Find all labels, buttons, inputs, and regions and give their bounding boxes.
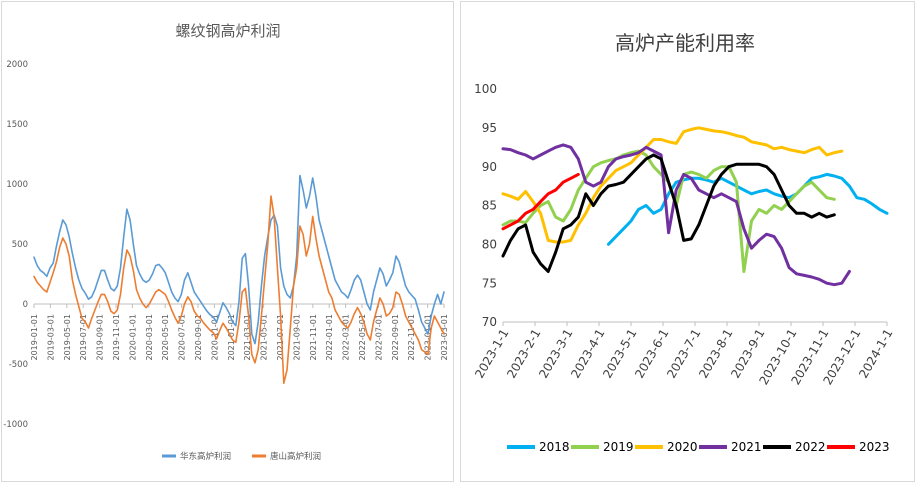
x-tick-label: 2021-03-01 xyxy=(243,314,252,361)
left-chart-panel: 螺纹钢高炉利润 -1000 -500 0 500 1000 1500 2000 2019-01-… xyxy=(1,1,454,482)
series-line-2021 xyxy=(501,143,851,287)
x-tick-label: 2021-05-01 xyxy=(260,314,269,361)
legend-label: 华东高炉利润 xyxy=(180,451,231,462)
left-chart-svg: 螺纹钢高炉利润 -1000 -500 0 500 1000 1500 2000 2019-01-… xyxy=(3,22,449,462)
series-line-华东高炉利润 xyxy=(33,174,445,345)
x-tick-label: 2020-01-01 xyxy=(128,314,137,361)
x-tick-label: 2022-11-01 xyxy=(407,314,416,361)
y-tick-label: 70 xyxy=(482,315,497,329)
x-tick-label: 2019-03-01 xyxy=(46,314,55,361)
x-tick-label: 2021-11-01 xyxy=(309,314,318,361)
y-tick-label: 80 xyxy=(482,238,497,252)
x-tick-label: 2022-03-01 xyxy=(342,314,351,361)
x-tick-label: 2022-05-01 xyxy=(358,314,367,361)
legend-label: 唐山高炉利润 xyxy=(270,451,321,462)
y-tick-label: 90 xyxy=(482,160,497,174)
x-tick-label: 2019-05-01 xyxy=(63,314,72,361)
x-tick-label: 2020-07-01 xyxy=(178,314,187,361)
series-line-2022 xyxy=(501,153,836,273)
legend-label: 2018 xyxy=(539,440,570,454)
x-tick-label: 2020-05-01 xyxy=(161,314,170,361)
legend-label: 2023 xyxy=(859,440,890,454)
series-line-2018 xyxy=(606,172,889,246)
x-tick-label: 2022-01-01 xyxy=(325,314,334,361)
x-tick-label: 2023-01-01 xyxy=(424,314,433,361)
series-line-唐山高炉利润 xyxy=(33,195,445,384)
chart-title: 螺纹钢高炉利润 xyxy=(175,22,280,40)
series-line-2020 xyxy=(501,126,844,244)
legend-label: 2020 xyxy=(667,440,698,454)
x-tick-label: 2023-03-01 xyxy=(440,314,449,361)
x-tick-label: 2020-03-01 xyxy=(145,314,154,361)
y-tick-label: 95 xyxy=(482,121,497,135)
right-chart-panel: 高炉产能利用率 70 75 80 85 90 95 100 2023-1-1 2023-2-1 20… xyxy=(460,1,915,482)
y-tick-label: 1000 xyxy=(6,180,28,190)
chart-title: 高炉产能利用率 xyxy=(615,31,755,55)
x-tick-label: 2022-09-01 xyxy=(391,314,400,361)
legend-label: 2019 xyxy=(603,440,634,454)
x-tick-label: 2019-01-01 xyxy=(30,314,39,361)
y-tick-label: -500 xyxy=(9,360,28,370)
x-tick-label: 2019-07-01 xyxy=(79,314,88,361)
y-tick-label: 1500 xyxy=(6,120,28,130)
y-tick-label: 0 xyxy=(23,300,28,310)
y-tick-label: 75 xyxy=(482,276,497,290)
series-line-2023 xyxy=(501,172,580,231)
legend-label: 2021 xyxy=(731,440,762,454)
y-tick-label: -1000 xyxy=(3,420,28,430)
y-tick-label: 85 xyxy=(482,199,497,213)
x-tick-label: 2019-09-01 xyxy=(96,314,105,361)
y-tick-label: 500 xyxy=(12,240,28,250)
x-tick-label: 2021-07-01 xyxy=(276,314,285,361)
x-tick-label: 2021-09-01 xyxy=(292,314,301,361)
y-tick-label: 2000 xyxy=(6,60,28,70)
x-tick-label: 2020-09-01 xyxy=(194,314,203,361)
right-chart-svg: 高炉产能利用率7075808590951002023-1-12023-2-120… xyxy=(472,31,895,454)
x-tick-label: 2022-07-01 xyxy=(374,314,383,361)
legend-label: 2022 xyxy=(795,440,826,454)
x-tick-label: 2019-11-01 xyxy=(112,314,121,361)
y-tick-label: 100 xyxy=(474,82,497,96)
